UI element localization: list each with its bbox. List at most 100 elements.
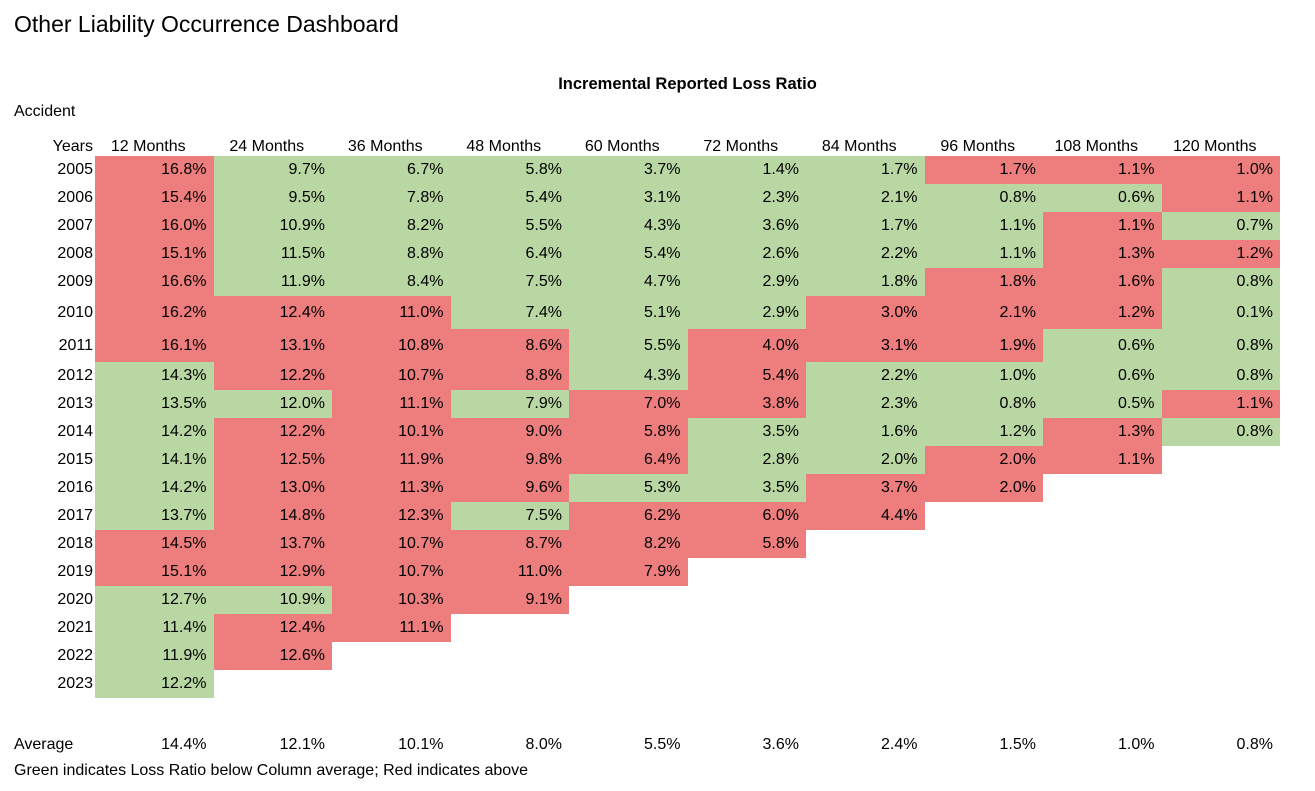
cell-2018-48-months[interactable]: 8.7% (450, 530, 569, 558)
cell-2019-48-months[interactable]: 11.0% (450, 558, 569, 586)
cell-2012-84-months[interactable]: 2.2% (806, 362, 925, 390)
cell-2009-48-months[interactable]: 7.5% (450, 268, 569, 296)
cell-2020-24-months[interactable]: 10.9% (213, 586, 332, 614)
cell-2008-48-months[interactable]: 6.4% (450, 240, 569, 268)
cell-2015-36-months[interactable]: 11.9% (332, 446, 451, 474)
cell-2019-60-months[interactable]: 7.9% (569, 558, 688, 586)
cell-2010-12-months[interactable]: 16.2% (95, 296, 214, 329)
cell-2019-12-months[interactable]: 15.1% (95, 558, 214, 586)
cell-2010-84-months[interactable]: 3.0% (806, 296, 925, 329)
cell-2006-12-months[interactable]: 15.4% (95, 184, 214, 212)
cell-2006-108-months[interactable]: 0.6% (1043, 184, 1162, 212)
cell-2011-72-months[interactable]: 4.0% (687, 329, 806, 362)
cell-2018-12-months[interactable]: 14.5% (95, 530, 214, 558)
cell-2012-96-months[interactable]: 1.0% (924, 362, 1043, 390)
cell-2020-48-months[interactable]: 9.1% (450, 586, 569, 614)
cell-2011-120-months[interactable]: 0.8% (1161, 329, 1280, 362)
cell-2016-12-months[interactable]: 14.2% (95, 474, 214, 502)
cell-2005-108-months[interactable]: 1.1% (1043, 156, 1162, 184)
cell-2019-36-months[interactable]: 10.7% (332, 558, 451, 586)
cell-2012-24-months[interactable]: 12.2% (213, 362, 332, 390)
cell-2016-72-months[interactable]: 3.5% (687, 474, 806, 502)
cell-2014-72-months[interactable]: 3.5% (687, 418, 806, 446)
cell-2018-24-months[interactable]: 13.7% (213, 530, 332, 558)
cell-2006-120-months[interactable]: 1.1% (1161, 184, 1280, 212)
cell-2008-36-months[interactable]: 8.8% (332, 240, 451, 268)
cell-2015-60-months[interactable]: 6.4% (569, 446, 688, 474)
cell-2008-24-months[interactable]: 11.5% (213, 240, 332, 268)
cell-2010-108-months[interactable]: 1.2% (1043, 296, 1162, 329)
cell-2005-36-months[interactable]: 6.7% (332, 156, 451, 184)
cell-2008-60-months[interactable]: 5.4% (569, 240, 688, 268)
cell-2006-48-months[interactable]: 5.4% (450, 184, 569, 212)
cell-2012-72-months[interactable]: 5.4% (687, 362, 806, 390)
cell-2007-96-months[interactable]: 1.1% (924, 212, 1043, 240)
cell-2010-96-months[interactable]: 2.1% (924, 296, 1043, 329)
cell-2007-48-months[interactable]: 5.5% (450, 212, 569, 240)
cell-2007-72-months[interactable]: 3.6% (687, 212, 806, 240)
cell-2013-96-months[interactable]: 0.8% (924, 390, 1043, 418)
cell-2019-24-months[interactable]: 12.9% (213, 558, 332, 586)
cell-2013-48-months[interactable]: 7.9% (450, 390, 569, 418)
cell-2006-96-months[interactable]: 0.8% (924, 184, 1043, 212)
cell-2017-36-months[interactable]: 12.3% (332, 502, 451, 530)
cell-2011-84-months[interactable]: 3.1% (806, 329, 925, 362)
cell-2020-36-months[interactable]: 10.3% (332, 586, 451, 614)
cell-2009-108-months[interactable]: 1.6% (1043, 268, 1162, 296)
cell-2005-12-months[interactable]: 16.8% (95, 156, 214, 184)
cell-2012-48-months[interactable]: 8.8% (450, 362, 569, 390)
cell-2016-48-months[interactable]: 9.6% (450, 474, 569, 502)
cell-2014-36-months[interactable]: 10.1% (332, 418, 451, 446)
cell-2009-120-months[interactable]: 0.8% (1161, 268, 1280, 296)
cell-2015-108-months[interactable]: 1.1% (1043, 446, 1162, 474)
cell-2010-120-months[interactable]: 0.1% (1161, 296, 1280, 329)
cell-2009-60-months[interactable]: 4.7% (569, 268, 688, 296)
cell-2017-84-months[interactable]: 4.4% (806, 502, 925, 530)
cell-2009-72-months[interactable]: 2.9% (687, 268, 806, 296)
cell-2022-12-months[interactable]: 11.9% (95, 642, 214, 670)
cell-2015-24-months[interactable]: 12.5% (213, 446, 332, 474)
cell-2006-72-months[interactable]: 2.3% (687, 184, 806, 212)
cell-2016-60-months[interactable]: 5.3% (569, 474, 688, 502)
cell-2014-120-months[interactable]: 0.8% (1161, 418, 1280, 446)
cell-2009-84-months[interactable]: 1.8% (806, 268, 925, 296)
cell-2007-84-months[interactable]: 1.7% (806, 212, 925, 240)
cell-2011-60-months[interactable]: 5.5% (569, 329, 688, 362)
cell-2008-96-months[interactable]: 1.1% (924, 240, 1043, 268)
cell-2011-48-months[interactable]: 8.6% (450, 329, 569, 362)
cell-2018-36-months[interactable]: 10.7% (332, 530, 451, 558)
cell-2010-48-months[interactable]: 7.4% (450, 296, 569, 329)
cell-2013-120-months[interactable]: 1.1% (1161, 390, 1280, 418)
cell-2005-120-months[interactable]: 1.0% (1161, 156, 1280, 184)
cell-2020-12-months[interactable]: 12.7% (95, 586, 214, 614)
cell-2005-72-months[interactable]: 1.4% (687, 156, 806, 184)
cell-2011-36-months[interactable]: 10.8% (332, 329, 451, 362)
cell-2011-12-months[interactable]: 16.1% (95, 329, 214, 362)
cell-2021-36-months[interactable]: 11.1% (332, 614, 451, 642)
cell-2017-48-months[interactable]: 7.5% (450, 502, 569, 530)
cell-2015-96-months[interactable]: 2.0% (924, 446, 1043, 474)
cell-2007-36-months[interactable]: 8.2% (332, 212, 451, 240)
cell-2007-108-months[interactable]: 1.1% (1043, 212, 1162, 240)
cell-2007-12-months[interactable]: 16.0% (95, 212, 214, 240)
cell-2016-96-months[interactable]: 2.0% (924, 474, 1043, 502)
cell-2014-12-months[interactable]: 14.2% (95, 418, 214, 446)
cell-2014-24-months[interactable]: 12.2% (213, 418, 332, 446)
cell-2008-120-months[interactable]: 1.2% (1161, 240, 1280, 268)
cell-2005-84-months[interactable]: 1.7% (806, 156, 925, 184)
cell-2010-60-months[interactable]: 5.1% (569, 296, 688, 329)
cell-2023-12-months[interactable]: 12.2% (95, 670, 214, 698)
cell-2021-12-months[interactable]: 11.4% (95, 614, 214, 642)
cell-2021-24-months[interactable]: 12.4% (213, 614, 332, 642)
cell-2012-108-months[interactable]: 0.6% (1043, 362, 1162, 390)
cell-2013-24-months[interactable]: 12.0% (213, 390, 332, 418)
cell-2013-36-months[interactable]: 11.1% (332, 390, 451, 418)
cell-2010-72-months[interactable]: 2.9% (687, 296, 806, 329)
cell-2016-24-months[interactable]: 13.0% (213, 474, 332, 502)
cell-2014-108-months[interactable]: 1.3% (1043, 418, 1162, 446)
cell-2012-120-months[interactable]: 0.8% (1161, 362, 1280, 390)
cell-2013-72-months[interactable]: 3.8% (687, 390, 806, 418)
cell-2013-84-months[interactable]: 2.3% (806, 390, 925, 418)
cell-2015-72-months[interactable]: 2.8% (687, 446, 806, 474)
cell-2016-84-months[interactable]: 3.7% (806, 474, 925, 502)
